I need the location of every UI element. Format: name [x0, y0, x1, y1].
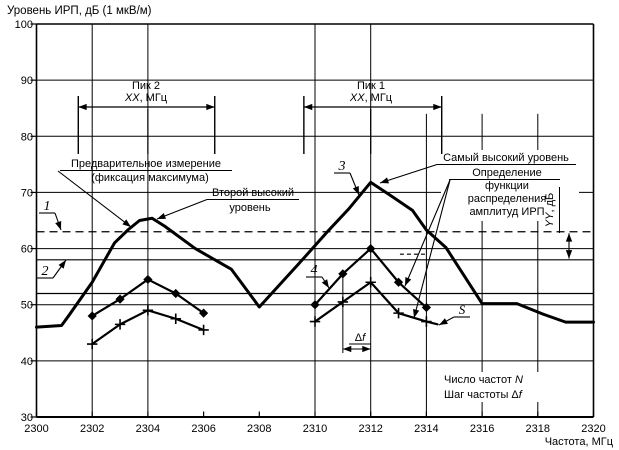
peak2-title: Пик 2	[132, 80, 160, 92]
x-tick-2300: 2300	[24, 423, 48, 435]
label-3-arrow	[349, 172, 360, 196]
label-1-arrow	[54, 212, 62, 231]
plus-marker	[142, 305, 154, 316]
diamond-marker	[366, 243, 376, 254]
label-1: 1	[44, 199, 51, 214]
y-tick-40: 40	[21, 356, 33, 368]
x-tick-2320: 2320	[581, 423, 605, 435]
series-peak1-lower-levels	[309, 277, 439, 327]
yy-label: YY, дБ	[544, 193, 556, 227]
x-tick-2308: 2308	[247, 423, 271, 435]
y-tick-50: 50	[21, 300, 33, 312]
x-tick-2318: 2318	[526, 423, 550, 435]
diamond-marker	[199, 308, 209, 318]
apd-line3: распределения	[468, 193, 547, 205]
y-tick-labels: 30 40 50 60 70 80 90 100	[15, 19, 33, 424]
diamond-marker	[87, 311, 97, 321]
diamond-marker	[143, 274, 153, 285]
x-axis-title: Частота, МГц	[545, 436, 614, 448]
apd-line4: амплитуд ИРП	[469, 206, 544, 218]
apd-arrow-lower	[413, 179, 451, 319]
highest-arrow	[379, 163, 438, 184]
second-high-2: уровень	[229, 202, 271, 214]
diamond-marker	[310, 300, 320, 310]
x-tick-2304: 2304	[136, 423, 160, 435]
y-tick-30: 30	[21, 412, 33, 424]
prelim-arrow	[57, 170, 132, 228]
y-axis-title: Уровень ИРП, дБ (1 мкВ/м)	[7, 5, 152, 17]
plus-marker	[198, 324, 209, 336]
diamond-marker	[115, 294, 125, 304]
x-tick-2314: 2314	[414, 423, 438, 435]
y-tick-70: 70	[21, 187, 33, 199]
delta-f-dim	[342, 345, 371, 353]
x-tick-2302: 2302	[80, 423, 104, 435]
x-tick-2316: 2316	[470, 423, 494, 435]
second-high-1: Второй высокий	[212, 187, 294, 199]
y-tick-100: 100	[15, 19, 33, 31]
peak1-title: Пик 1	[357, 80, 385, 92]
peak2-dim	[77, 96, 216, 154]
label-2-arrow	[52, 259, 67, 279]
y-tick-90: 90	[21, 75, 33, 87]
prelim-line2: (фиксация максимума)	[91, 172, 209, 184]
x-tick-2306: 2306	[191, 423, 215, 435]
plus-marker	[393, 307, 404, 319]
apd-line1: Определение	[472, 167, 542, 179]
highest-level: Самый высокий уровень	[443, 152, 569, 164]
plot-border	[35, 23, 595, 418]
plus-marker	[421, 316, 432, 327]
diamond-marker	[171, 288, 181, 299]
diamond-marker	[338, 269, 348, 279]
y-tick-60: 60	[21, 244, 33, 256]
series-peak1-upper-levels	[310, 243, 431, 313]
plus-marker	[114, 319, 126, 330]
x-tick-2312: 2312	[358, 423, 382, 435]
label-3: 3	[338, 159, 346, 174]
peak1-dim	[303, 96, 443, 154]
label-2: 2	[42, 264, 49, 279]
label-s: S	[459, 302, 466, 317]
peak1-span-label: XX, МГц	[349, 92, 393, 104]
label-s-arrow	[438, 316, 455, 326]
plus-marker	[365, 277, 376, 288]
diamond-marker	[393, 277, 404, 287]
x-tick-labels: 2300 2302 2304 2306 2308 2310 2312 2314 2316 2318…	[24, 423, 605, 435]
plus-marker	[309, 316, 321, 327]
note-freq-count: Число частот N	[444, 374, 523, 386]
series-preliminary-measurement-curve	[35, 180, 595, 329]
prelim-line1: Предварительное измерение	[71, 158, 221, 170]
annotations: Уровень ИРП, дБ (1 мкВ/м)Пик 2XX, МГцПик…	[7, 5, 614, 448]
y-tick-80: 80	[21, 131, 33, 143]
text-backgrounds	[433, 150, 583, 402]
note-freq-step: Шаг частоты Δf	[444, 389, 523, 401]
apd-line2: функции	[485, 180, 529, 192]
label-4-arrow	[321, 276, 330, 289]
series-peak2-upper-levels	[87, 274, 209, 321]
delta-f-label: Δf	[355, 332, 366, 344]
second-high-arrow	[156, 198, 208, 220]
x-tick-2310: 2310	[303, 423, 327, 435]
peak2-span-label: XX, МГц	[124, 92, 168, 104]
label-4: 4	[311, 263, 318, 278]
yy-dim	[565, 233, 573, 259]
apd-arrow-upper	[404, 179, 451, 287]
series-peak2-lower-levels	[87, 305, 209, 350]
plus-marker	[87, 338, 98, 350]
diamond-marker	[421, 302, 431, 313]
plus-marker	[170, 313, 181, 324]
